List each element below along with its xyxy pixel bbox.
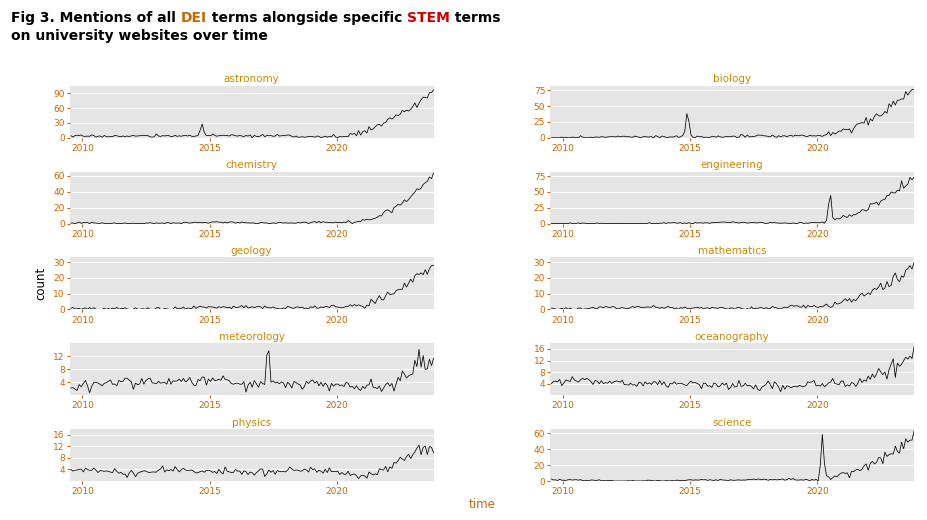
Title: science: science — [712, 418, 751, 427]
Title: biology: biology — [712, 74, 750, 84]
Title: chemistry: chemistry — [225, 160, 277, 170]
Title: geology: geology — [231, 246, 272, 256]
Text: time: time — [469, 498, 495, 511]
Text: DEI: DEI — [181, 11, 207, 25]
Title: oceanography: oceanography — [694, 332, 768, 342]
Title: physics: physics — [232, 418, 271, 427]
Text: Fig 3. Mentions of all: Fig 3. Mentions of all — [11, 11, 181, 25]
Title: astronomy: astronomy — [223, 74, 279, 84]
Title: meteorology: meteorology — [219, 332, 285, 342]
Text: terms alongside specific: terms alongside specific — [207, 11, 407, 25]
Title: engineering: engineering — [700, 160, 763, 170]
Text: terms: terms — [450, 11, 500, 25]
Text: on university websites over time: on university websites over time — [11, 29, 268, 43]
Title: mathematics: mathematics — [697, 246, 766, 256]
Text: STEM: STEM — [407, 11, 450, 25]
Y-axis label: count: count — [34, 267, 47, 300]
